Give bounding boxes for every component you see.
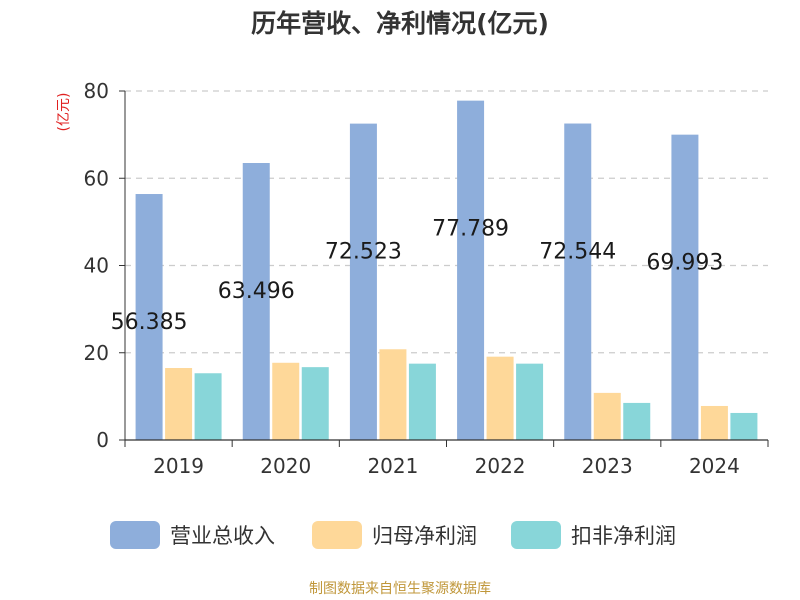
bar <box>671 134 699 441</box>
data-label: 69.993 <box>646 251 723 276</box>
data-label: 63.496 <box>218 279 295 304</box>
x-tick-label: 2024 <box>689 454 740 478</box>
legend-label[interactable]: 归母净利润 <box>372 524 477 548</box>
data-label: 72.544 <box>539 240 616 265</box>
bar <box>272 362 300 440</box>
bar <box>165 368 193 440</box>
data-label: 72.523 <box>325 240 402 265</box>
legend-swatch[interactable] <box>110 521 160 549</box>
bar <box>301 367 329 440</box>
gridlines <box>125 90 768 354</box>
bars <box>135 100 758 441</box>
data-labels: 56.385 63.496 72.523 77.789 72.544 69.993 <box>111 217 724 335</box>
y-tick-label: 80 <box>84 79 109 103</box>
bar <box>349 123 377 441</box>
axes: 0 20 40 60 80 (亿元) 2019 2020 2021 2022 2023 2024 <box>56 79 769 478</box>
bar <box>700 405 728 440</box>
bar <box>408 363 436 440</box>
legend-swatch[interactable] <box>312 521 362 549</box>
y-tick-label: 0 <box>96 428 109 452</box>
x-tick-label: 2023 <box>582 454 633 478</box>
bar <box>730 412 758 440</box>
legend[interactable]: 营业总收入 归母净利润 扣非净利润 <box>110 521 676 549</box>
bar <box>194 373 222 440</box>
bar <box>486 356 514 440</box>
legend-swatch[interactable] <box>511 521 561 549</box>
data-label: 77.789 <box>432 217 509 242</box>
bar <box>135 194 163 440</box>
bar <box>564 123 592 441</box>
bar <box>379 349 407 440</box>
y-axis-label: (亿元) <box>56 93 72 132</box>
source-note: 制图数据来自恒生聚源数据库 <box>309 581 491 597</box>
chart-title: 历年营收、净利情况(亿元) <box>251 9 549 38</box>
y-tick-label: 20 <box>84 341 109 365</box>
x-tick-label: 2020 <box>260 454 311 478</box>
bar <box>457 100 485 441</box>
bar <box>242 162 270 440</box>
bar <box>593 392 621 440</box>
y-tick-label: 40 <box>84 254 109 278</box>
legend-label[interactable]: 营业总收入 <box>170 524 275 548</box>
x-tick-label: 2021 <box>367 454 418 478</box>
data-label: 56.385 <box>111 310 188 335</box>
bar <box>623 402 651 440</box>
y-tick-label: 60 <box>84 166 109 190</box>
legend-label[interactable]: 扣非净利润 <box>571 524 676 548</box>
x-tick-label: 2019 <box>153 454 204 478</box>
bar <box>516 363 544 440</box>
x-tick-label: 2022 <box>475 454 526 478</box>
